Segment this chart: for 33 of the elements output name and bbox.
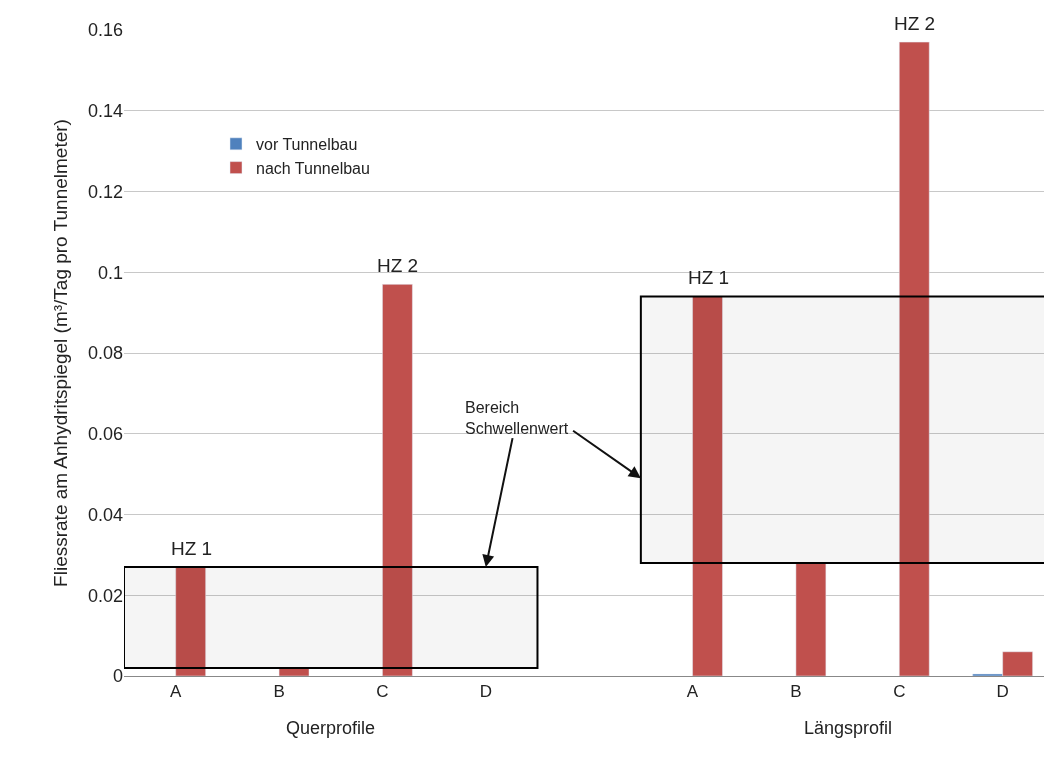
annotation: HZ 1 [688,267,730,288]
annotation: HZ 2 [377,255,419,276]
x-tick-label: A [686,682,699,702]
bar [795,562,827,676]
y-tick-label: 0 [112,666,123,687]
x-tick-label: C [376,682,389,702]
y-tick-label: 0.16 [87,20,123,41]
y-tick-label: 0.08 [87,343,123,364]
y-tick-label: 0.14 [87,101,123,122]
x-tick-label: B [273,682,285,702]
x-tick-label: B [790,682,802,702]
annotation: Bereich Schwellenwert [465,399,569,437]
bar [899,41,930,676]
y-axis-title: Fliessrate am Anhydritspiegel (m³/Tag pro Tunnelmeter) [49,119,71,587]
y-tick-label: 0.06 [87,424,123,445]
y-tick-label: 0.04 [87,504,123,525]
bar [382,284,413,676]
x-tick-label: C [893,682,906,702]
x-tick-label: D [996,682,1009,702]
bar [175,566,206,676]
annotation: HZ 2 [894,13,936,34]
annotation: HZ 1 [171,538,213,559]
legend-label: nach Tunnelbau [256,159,370,177]
y-tick-label: 0.12 [87,181,123,202]
bar [692,296,723,676]
y-tick-label: 0.1 [97,262,123,283]
text: Längsprofil [804,718,893,738]
x-tick-label: A [170,682,183,702]
legend-label: vor Tunnelbau [256,136,358,154]
text: Querprofile [286,718,376,738]
y-tick-label: 0.02 [87,585,123,606]
x-tick-label: D [479,682,492,702]
bar [278,667,310,676]
